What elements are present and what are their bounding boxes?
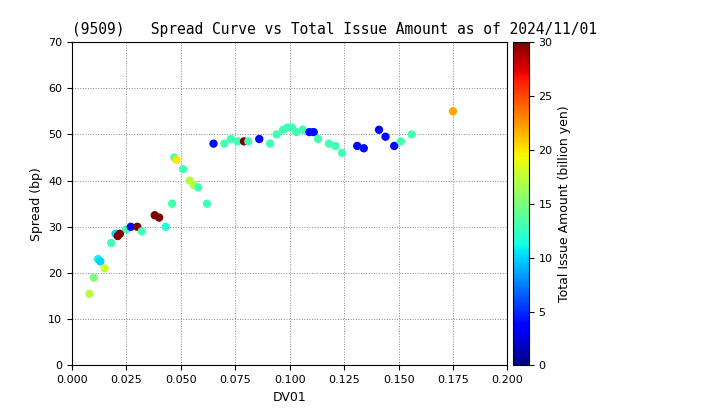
Point bbox=[121, 226, 132, 233]
Point bbox=[136, 228, 148, 235]
X-axis label: DV01: DV01 bbox=[273, 391, 307, 404]
Point bbox=[336, 150, 348, 156]
Point bbox=[149, 212, 161, 218]
Point bbox=[184, 177, 195, 184]
Point bbox=[94, 258, 106, 265]
Point bbox=[351, 143, 363, 150]
Point bbox=[125, 223, 137, 230]
Point bbox=[112, 233, 124, 239]
Point bbox=[312, 136, 324, 142]
Point bbox=[447, 108, 459, 115]
Point bbox=[166, 200, 178, 207]
Point bbox=[171, 156, 182, 163]
Point bbox=[290, 129, 302, 135]
Point bbox=[286, 124, 297, 131]
Point bbox=[99, 265, 110, 272]
Point bbox=[168, 154, 180, 161]
Point bbox=[308, 129, 320, 135]
Point bbox=[323, 140, 335, 147]
Point bbox=[277, 126, 289, 133]
Point bbox=[243, 138, 254, 144]
Point bbox=[153, 214, 165, 221]
Point bbox=[225, 136, 237, 142]
Point bbox=[192, 184, 204, 191]
Point bbox=[373, 126, 384, 133]
Point bbox=[109, 230, 121, 237]
Point bbox=[114, 230, 126, 237]
Point bbox=[304, 129, 315, 135]
Y-axis label: Spread (bp): Spread (bp) bbox=[30, 167, 42, 241]
Point bbox=[219, 140, 230, 147]
Point bbox=[264, 140, 276, 147]
Point bbox=[379, 134, 391, 140]
Point bbox=[297, 126, 309, 133]
Y-axis label: Total Issue Amount (billion yen): Total Issue Amount (billion yen) bbox=[558, 105, 571, 302]
Point bbox=[92, 256, 104, 262]
Point bbox=[271, 131, 282, 138]
Point bbox=[208, 140, 220, 147]
Point bbox=[358, 145, 369, 152]
Point bbox=[330, 143, 341, 150]
Point bbox=[395, 138, 407, 144]
Point bbox=[105, 239, 117, 246]
Point bbox=[389, 143, 400, 150]
Point bbox=[160, 223, 171, 230]
Point bbox=[406, 131, 418, 138]
Point bbox=[177, 166, 189, 173]
Point bbox=[253, 136, 265, 142]
Point bbox=[84, 291, 95, 297]
Point bbox=[201, 200, 212, 207]
Point bbox=[132, 223, 143, 230]
Point bbox=[188, 182, 199, 189]
Point bbox=[282, 124, 293, 131]
Text: (9509)   Spread Curve vs Total Issue Amount as of 2024/11/01: (9509) Spread Curve vs Total Issue Amoun… bbox=[72, 22, 597, 37]
Point bbox=[238, 138, 250, 144]
Point bbox=[232, 138, 243, 144]
Point bbox=[88, 274, 99, 281]
